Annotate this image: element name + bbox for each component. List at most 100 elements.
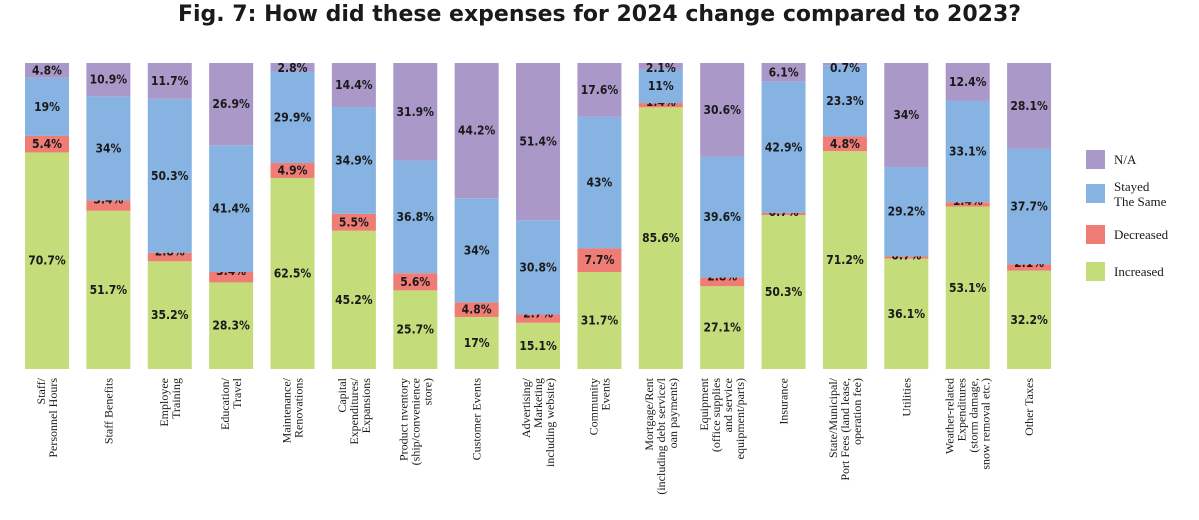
data-label: 28.1%: [1010, 99, 1048, 113]
data-label: 32.2%: [1010, 313, 1048, 327]
data-label: 26.9%: [212, 97, 250, 111]
bar-segment-increased: [945, 206, 990, 369]
bar-segment-increased: [86, 210, 131, 369]
data-label: 11.7%: [151, 74, 189, 88]
category-label: Mortgage/Rent(including debt service/loa…: [642, 377, 680, 494]
data-label: 44.2%: [458, 124, 496, 138]
legend-swatch: [1086, 262, 1105, 281]
legend-label: Increased: [1114, 264, 1164, 279]
data-label: 2.8%: [278, 61, 308, 75]
bar-segment-decreased: [1007, 264, 1052, 271]
bar-segment-stayed-the-same: [331, 107, 376, 214]
bar-segment-stayed-the-same: [393, 160, 438, 274]
bar-group: 53.1%1.4%33.1%12.4%: [945, 63, 990, 369]
data-label: 37.7%: [1010, 200, 1048, 214]
data-label: 71.2%: [826, 253, 864, 267]
bar-segment-n-a: [331, 63, 376, 108]
data-label: 34%: [464, 243, 490, 257]
bar-segment-n-a: [822, 63, 867, 66]
category-label-line: Equipment: [697, 377, 711, 430]
bar-segment-stayed-the-same: [147, 98, 192, 253]
category-label-line: (office supplies: [709, 378, 723, 452]
data-label: 17.6%: [581, 83, 619, 97]
category-label-line: (including debt service/l: [654, 377, 668, 494]
bar-segment-stayed-the-same: [638, 69, 683, 104]
category-label: Staff/Personnel Hours: [34, 377, 60, 457]
bar-segment-increased: [577, 271, 622, 369]
bar-segment-increased: [331, 230, 376, 369]
data-label: 29.9%: [274, 110, 312, 124]
data-label: 2.1%: [646, 61, 676, 75]
bar-segment-increased: [516, 322, 561, 369]
data-label: 85.6%: [642, 231, 680, 245]
category-label-line: including website): [543, 378, 557, 467]
data-label: 62.5%: [274, 266, 312, 280]
data-label: 42.9%: [765, 140, 803, 154]
data-label: 50.3%: [765, 285, 803, 299]
category-label-line: Expenditures/: [347, 377, 361, 444]
bar-segment-decreased: [638, 103, 683, 108]
category-label-line: Product nventory: [396, 378, 410, 461]
data-label: 17%: [464, 336, 490, 350]
bar-segment-decreased: [209, 271, 254, 283]
category-label-line: Customer Events: [470, 378, 484, 461]
legend-swatch: [1086, 225, 1105, 244]
bar-segment-increased: [209, 282, 254, 369]
bar-group: 70.7% 5.4% 19% 4.8%: [25, 63, 69, 369]
category-label-line: oan payments): [666, 378, 680, 448]
bar-group: 45.2% 5.5% 34.9% 14.4%: [331, 63, 376, 369]
category-label-line: Other Taxes: [1022, 378, 1036, 436]
bar-segment-decreased: [577, 248, 622, 272]
bar-group: 51.7%3.4%34%10.9%: [86, 63, 131, 369]
bar-segment-stayed-the-same: [209, 145, 254, 272]
category-label-line: Advertising/: [519, 377, 533, 438]
bar-segment-increased: [147, 261, 192, 369]
data-label: 7.7%: [584, 253, 614, 267]
bar-group: 15.1%2.7%30.8%51.4%: [516, 63, 561, 369]
bar-segment-increased: [884, 258, 929, 369]
category-label-line: (ship/convenience: [408, 378, 422, 465]
bar-segment-n-a: [700, 63, 745, 157]
category-label-line: equipment/parts): [733, 378, 747, 459]
data-label: 14.4%: [335, 78, 373, 92]
bar-segment-n-a: [393, 63, 438, 161]
bar-segment-n-a: [454, 63, 499, 199]
bar-segment-stayed-the-same: [454, 198, 499, 303]
category-label: Staff Benefits: [101, 378, 115, 444]
data-label: 53.1%: [949, 281, 987, 295]
category-label: Education/Travel: [218, 377, 244, 430]
bar-segment-n-a: [147, 63, 192, 99]
bar-segment-decreased: [516, 314, 561, 323]
data-label: 45.2%: [335, 293, 373, 307]
data-label: 31.9%: [397, 105, 435, 119]
data-label: 15.1%: [519, 339, 557, 353]
data-label: 28.3%: [212, 319, 250, 333]
data-label: 36.8%: [397, 210, 435, 224]
data-label: 50.3%: [151, 169, 189, 183]
data-label: 12.4%: [949, 75, 987, 89]
category-label-line: Expenditures: [955, 378, 969, 442]
bar-segment-n-a: [577, 63, 622, 117]
bar-segment-n-a: [761, 63, 806, 82]
category-label-line: Travel: [230, 377, 244, 409]
category-label-line: Capital: [335, 377, 349, 412]
bar-segment-stayed-the-same: [270, 71, 315, 163]
data-label: 23.3%: [826, 94, 864, 108]
data-label: 25.7%: [397, 323, 435, 337]
bar-segment-increased: [454, 316, 499, 369]
bar-segment-decreased: [393, 273, 438, 291]
data-label: 27.1%: [703, 321, 741, 335]
bar-segment-stayed-the-same: [884, 167, 929, 257]
data-label: 29.2%: [888, 205, 926, 219]
bar-segment-increased: [270, 177, 315, 369]
bar-segment-stayed-the-same: [700, 156, 745, 278]
category-label-line: store): [420, 378, 434, 405]
data-label: 70.7%: [28, 254, 66, 268]
bar-segment-decreased: [945, 202, 990, 207]
legend-label: Decreased: [1114, 227, 1169, 242]
category-label-line: (storm damage,: [967, 378, 981, 453]
